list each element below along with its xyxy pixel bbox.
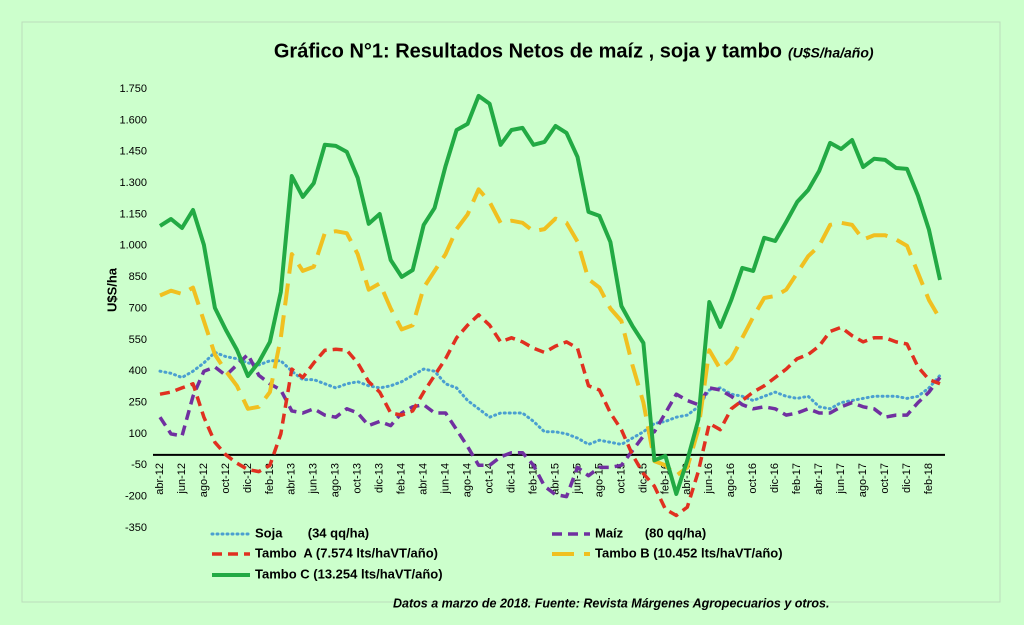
legend-label: Tambo A (7.574 lts/haVT/año) xyxy=(255,545,438,560)
x-tick-label: jun-16 xyxy=(703,463,715,495)
legend-label: Tambo C (13.254 lts/haVT/año) xyxy=(255,566,443,581)
x-tick-label: ago-13 xyxy=(330,463,342,497)
series-line xyxy=(159,313,941,518)
x-tick-label: feb-15 xyxy=(527,463,539,494)
y-tick-label: 1.300 xyxy=(119,177,147,189)
x-tick-label: dic-17 xyxy=(901,463,913,493)
x-tick-label: abr-13 xyxy=(286,463,298,495)
x-tick-label: dic-14 xyxy=(505,463,517,493)
series-line xyxy=(158,352,942,499)
y-tick-label: -350 xyxy=(125,522,147,534)
legend-label: Maíz (80 qq/ha) xyxy=(595,525,706,540)
x-tick-label: dic-12 xyxy=(242,463,254,493)
x-tick-label: abr-17 xyxy=(813,463,825,495)
x-tick-label: oct-14 xyxy=(483,463,495,494)
x-tick-label: jun-17 xyxy=(835,463,847,495)
footnote: Datos a marzo de 2018. Fuente: Revista M… xyxy=(393,596,829,610)
x-tick-label: dic-15 xyxy=(637,463,649,493)
y-axis-label: U$S/ha xyxy=(104,267,119,312)
x-tick-label: jun-14 xyxy=(440,463,452,495)
x-tick-label: ago-15 xyxy=(593,463,605,497)
x-tick-label: oct-12 xyxy=(220,463,232,494)
series-line xyxy=(158,93,942,496)
x-tick-label: dic-13 xyxy=(374,463,386,493)
x-tick-label: abr-12 xyxy=(154,463,166,495)
y-tick-label: 1.600 xyxy=(119,114,147,126)
x-tick-label: ago-17 xyxy=(857,463,869,497)
y-tick-label: 400 xyxy=(129,365,147,377)
y-tick-label: 700 xyxy=(129,302,147,314)
y-tick-label: -50 xyxy=(131,459,147,471)
y-tick-label: 1.450 xyxy=(119,146,147,158)
x-tick-label: jun-12 xyxy=(176,463,188,495)
x-tick-label: oct-17 xyxy=(879,463,891,494)
y-tick-label: 1.750 xyxy=(119,83,147,95)
legend-label: Tambo B (10.452 lts/haVT/año) xyxy=(595,545,783,560)
x-tick-label: feb-18 xyxy=(923,463,935,494)
chart-subtitle: (U$S/ha/año) xyxy=(788,45,874,61)
y-tick-label: -200 xyxy=(125,491,147,503)
x-tick-label: abr-14 xyxy=(418,463,430,495)
y-tick-label: 1.000 xyxy=(119,240,147,252)
x-tick-label: ago-16 xyxy=(725,463,737,497)
chart-frame xyxy=(21,21,1001,603)
series-line xyxy=(159,187,942,478)
x-tick-label: feb-17 xyxy=(791,463,803,494)
x-tick-label: feb-13 xyxy=(264,463,276,494)
y-tick-label: 250 xyxy=(129,396,147,408)
y-tick-label: 100 xyxy=(129,428,147,440)
legend-label: Soja (34 qq/ha) xyxy=(255,525,369,540)
y-tick-label: 1.150 xyxy=(119,208,147,220)
y-tick-label: 850 xyxy=(129,271,147,283)
x-tick-label: jun-13 xyxy=(308,463,320,495)
y-tick-label: 550 xyxy=(129,334,147,346)
chart-title: Gráfico N°1: Resultados Netos de maíz , … xyxy=(274,40,782,62)
x-tick-label: oct-13 xyxy=(352,463,364,494)
x-tick-label: feb-14 xyxy=(396,463,408,494)
x-tick-label: oct-15 xyxy=(615,463,627,494)
x-tick-label: ago-14 xyxy=(462,463,474,497)
x-tick-label: oct-16 xyxy=(747,463,759,494)
x-tick-label: abr-15 xyxy=(549,463,561,495)
x-tick-label: dic-16 xyxy=(769,463,781,493)
x-tick-label: ago-12 xyxy=(198,463,210,497)
